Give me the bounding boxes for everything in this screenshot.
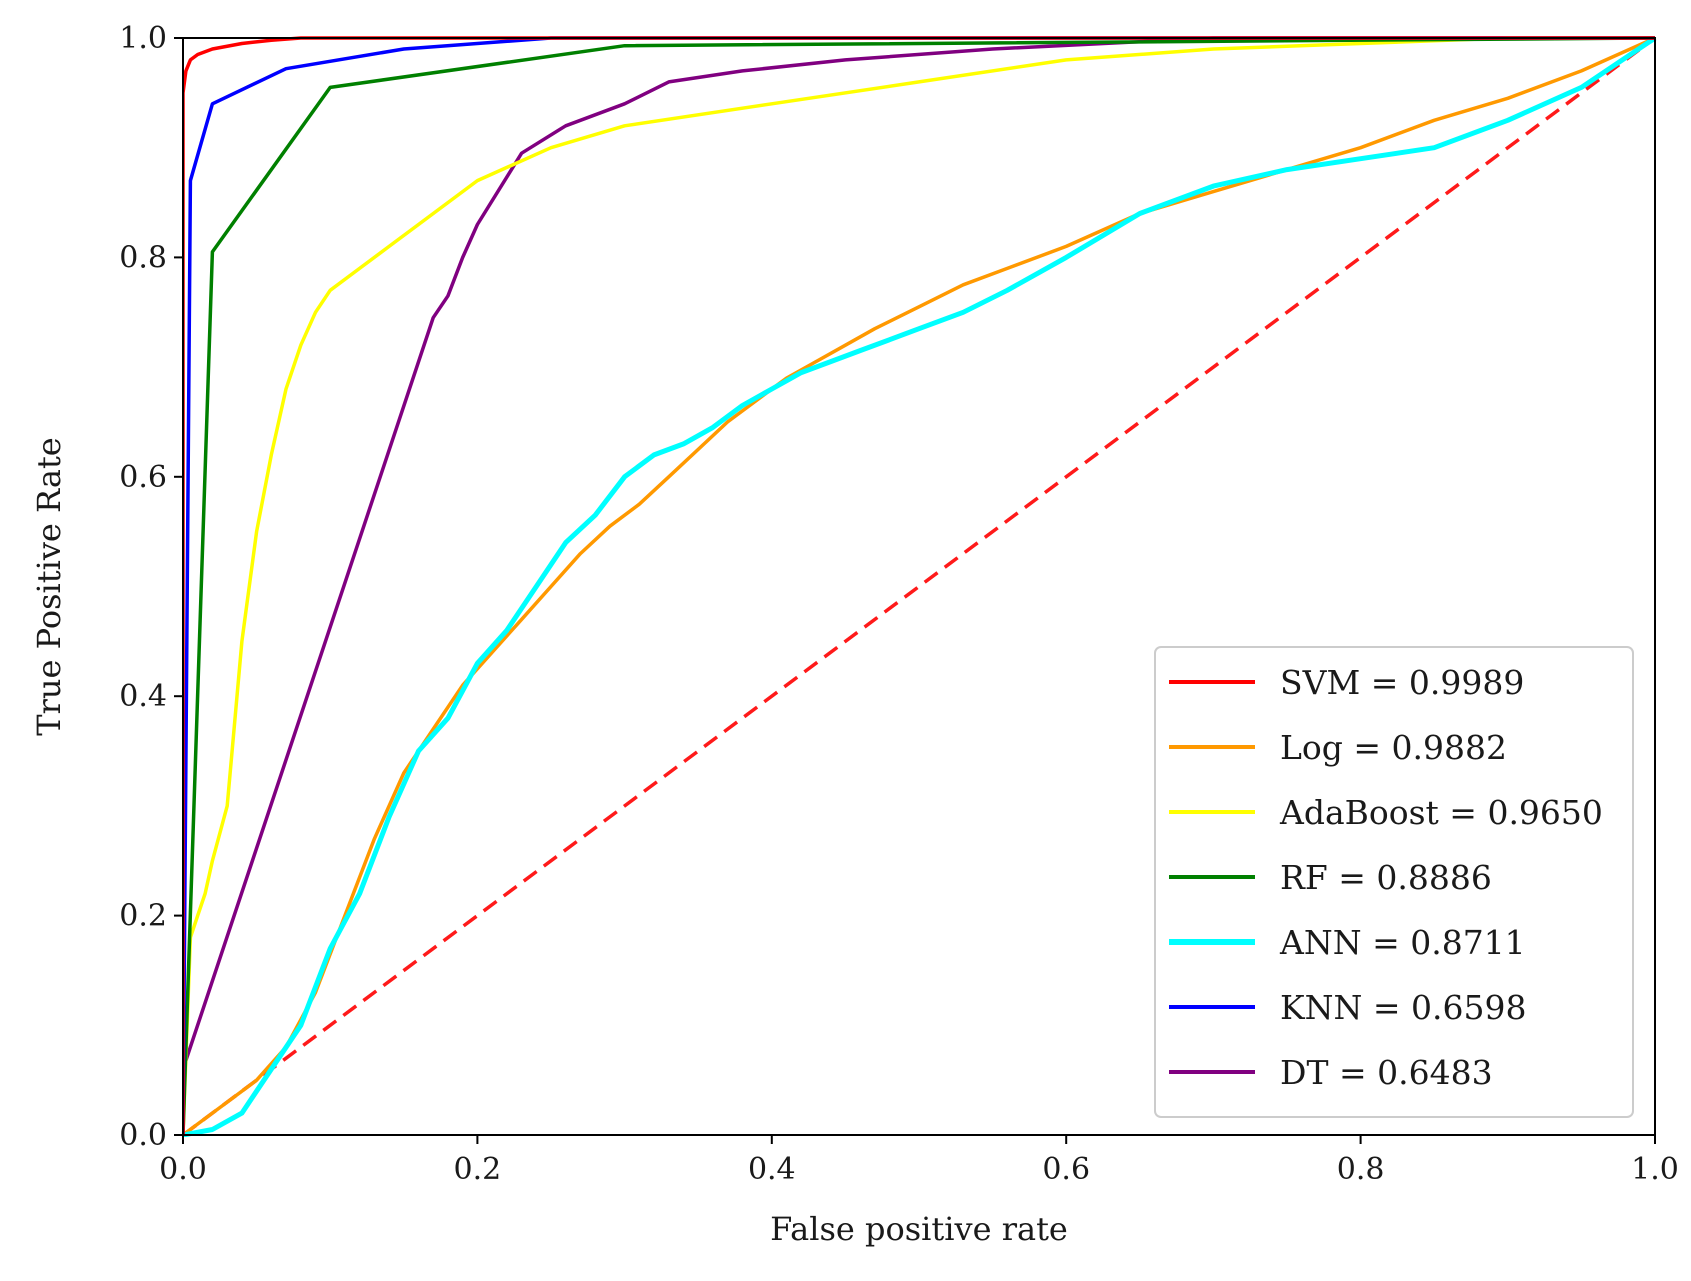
legend-label-ann: ANN = 0.8711 <box>1279 923 1526 962</box>
legend-label-rf: RF = 0.8886 <box>1280 858 1492 897</box>
x-tick-label: 0.2 <box>454 1152 502 1187</box>
x-tick-label: 0.0 <box>159 1152 207 1187</box>
legend: SVM = 0.9989 Log = 0.9882 AdaBoost = 0.965… <box>1154 646 1634 1118</box>
axes-layer: 0.0 0.2 0.4 0.6 0.8 1.0 0.0 0.2 0.4 0.6 0.8 1.0 <box>119 21 1679 1187</box>
series-line-log <box>183 36 1656 1137</box>
series-line-rf <box>183 36 1656 1136</box>
series-line-dt <box>183 36 1655 1135</box>
series-layer <box>183 36 1657 1137</box>
x-tick-label: 1.0 <box>1631 1152 1679 1187</box>
series-line-ann <box>183 36 1657 1137</box>
series-line-svm <box>183 36 1655 1135</box>
legend-box <box>1154 646 1634 1118</box>
legend-label-svm: SVM = 0.9989 <box>1280 663 1524 702</box>
y-axis-title: True Positive Rate <box>30 437 68 736</box>
x-tick-label: 0.4 <box>748 1152 796 1187</box>
plot-frame <box>182 37 1656 1136</box>
legend-label-knn: KNN = 0.6598 <box>1280 988 1527 1027</box>
x-tick-label: 0.6 <box>1042 1152 1090 1187</box>
y-tick-label: 0.4 <box>119 679 167 714</box>
y-tick-label: 0.2 <box>119 899 167 934</box>
y-tick-label: 0.6 <box>119 460 167 495</box>
legend-label-dt: DT = 0.6483 <box>1280 1053 1493 1092</box>
y-tick-label: 0.0 <box>119 1118 167 1153</box>
series-line-adaboost <box>183 36 1655 1136</box>
y-tick-label: 1.0 <box>119 21 167 56</box>
legend-label-log: Log = 0.9882 <box>1280 728 1507 767</box>
chance-diagonal-line <box>183 36 1657 1137</box>
legend-label-adaboost: AdaBoost = 0.9650 <box>1279 793 1603 832</box>
x-tick-label: 0.8 <box>1337 1152 1385 1187</box>
y-tick-label: 0.8 <box>119 240 167 275</box>
x-axis-title: False positive rate <box>770 1210 1068 1248</box>
